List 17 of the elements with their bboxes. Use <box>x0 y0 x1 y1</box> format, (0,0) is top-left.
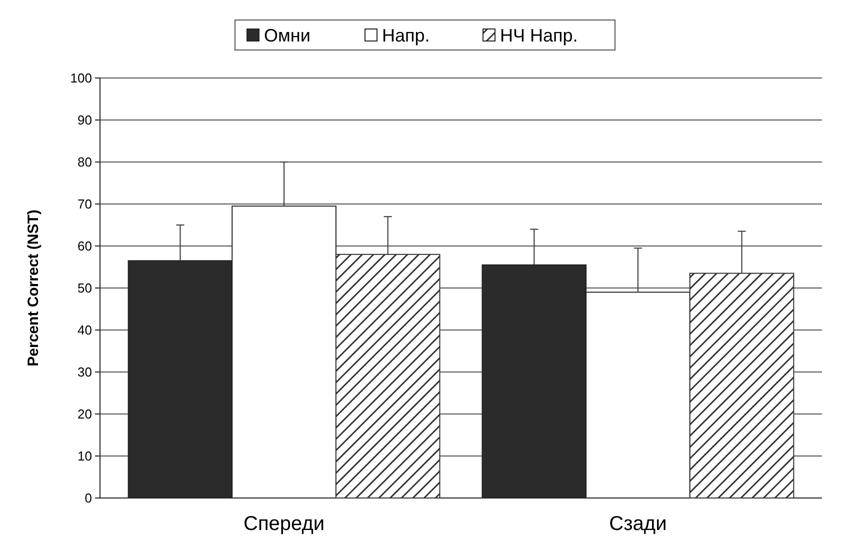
x-tick-label: Сзади <box>609 513 667 535</box>
legend-label: НЧ Напр. <box>500 25 578 46</box>
y-tick-label: 10 <box>78 448 92 464</box>
y-tick-label: 0 <box>84 490 92 506</box>
y-tick-label: 60 <box>78 238 92 254</box>
y-tick-label: 40 <box>78 322 92 338</box>
y-axis-title: Percent Correct (NST) <box>25 210 42 366</box>
y-tick-label: 20 <box>78 406 92 422</box>
y-tick-label: 80 <box>78 154 92 170</box>
y-tick-label: 90 <box>78 112 92 128</box>
x-tick-label: Спереди <box>244 513 325 535</box>
y-tick-label: 50 <box>78 280 92 296</box>
y-tick-label: 100 <box>70 70 92 86</box>
y-tick-label: 30 <box>78 364 92 380</box>
legend-label: Напр. <box>382 25 430 46</box>
y-tick-label: 70 <box>78 196 92 212</box>
legend-label: Омни <box>264 25 310 46</box>
